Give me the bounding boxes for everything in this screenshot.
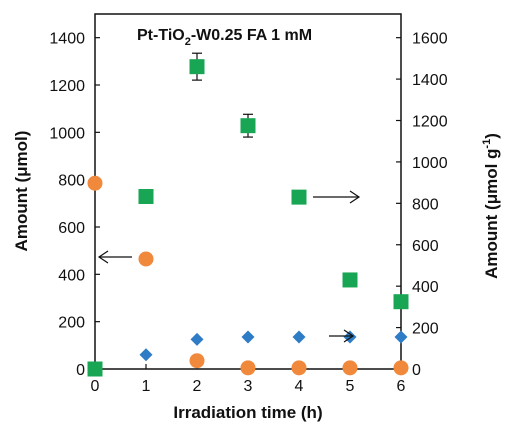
data-point-circle: [291, 360, 307, 376]
chart-title: Pt-TiO2-W0.25 FA 1 mM: [137, 27, 312, 48]
data-point-circle: [240, 360, 256, 376]
data-point-diamond: [394, 330, 408, 344]
x-tick-label: 4: [295, 378, 304, 395]
data-point-square: [240, 118, 256, 134]
x-tick-label: 3: [244, 378, 253, 395]
data-point-circle: [138, 251, 154, 267]
data-point-square: [342, 272, 358, 288]
data-point-square: [393, 294, 409, 310]
data-point-square: [189, 59, 205, 75]
y-right-tick-label: 1400: [412, 72, 448, 89]
x-tick-label: 2: [193, 378, 202, 395]
arrow-to-right-axis-small-head: [343, 329, 355, 343]
data-point-circle: [87, 175, 103, 191]
y-right-tick-label: 600: [412, 238, 439, 255]
x-tick-label: 6: [397, 378, 406, 395]
y-left-tick-label: 1000: [49, 125, 85, 142]
data-point-circle: [189, 353, 205, 369]
arrow-to-right-axis-head: [349, 190, 361, 204]
y-left-tick-label: 200: [58, 315, 85, 332]
y-left-tick-label: 1400: [49, 31, 85, 48]
y-left-tick-label: 1200: [49, 78, 85, 95]
x-axis-title: Irradiation time (h): [173, 403, 322, 422]
x-tick-label: 0: [91, 378, 100, 395]
y-axis-right-title: Amount (μmol g-1): [481, 133, 501, 279]
data-point-diamond: [241, 330, 255, 344]
arrow-to-left-axis-head: [97, 250, 109, 264]
y-right-tick-label: 1000: [412, 155, 448, 172]
y-right-tick-label: 400: [412, 279, 439, 296]
data-point-circle: [393, 360, 409, 376]
x-tick-label: 1: [142, 378, 151, 395]
x-tick-label: 5: [346, 378, 355, 395]
y-left-tick-label: 0: [76, 362, 85, 379]
y-left-tick-label: 400: [58, 267, 85, 284]
y-right-tick-label: 1200: [412, 114, 448, 131]
data-point-square: [291, 189, 307, 205]
y-right-tick-label: 0: [412, 362, 421, 379]
data-point-diamond: [190, 332, 204, 346]
data-point-diamond: [139, 348, 153, 362]
chart-marks: 0 1 2 3 4 5 6020040060080010001200140002004006…: [49, 31, 447, 395]
data-point-diamond: [292, 330, 306, 344]
y-right-tick-label: 800: [412, 196, 439, 213]
data-point-square: [87, 361, 103, 377]
data-point-circle: [342, 360, 358, 376]
y-right-tick-label: 200: [412, 321, 439, 338]
y-left-tick-label: 800: [58, 173, 85, 190]
data-point-square: [138, 189, 154, 205]
y-right-tick-label: 1600: [412, 31, 448, 48]
y-axis-left-title: Amount (μmol): [12, 131, 31, 252]
y-left-tick-label: 600: [58, 220, 85, 237]
